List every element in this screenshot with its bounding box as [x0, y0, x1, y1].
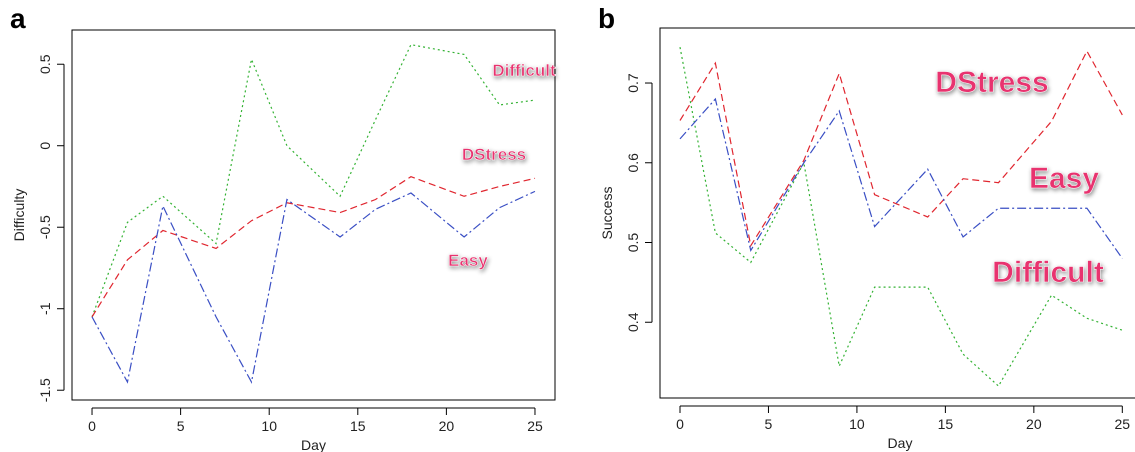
y-tick-label: 0.5 — [37, 54, 53, 74]
y-tick-label: -0.5 — [37, 215, 53, 239]
annotation: Difficult — [492, 61, 556, 80]
x-tick-label: 5 — [765, 416, 773, 432]
series-line — [679, 47, 1123, 387]
x-axis-label: Day — [888, 435, 913, 451]
x-tick-label: 5 — [177, 418, 185, 434]
panel-label: b — [598, 3, 615, 34]
annotation: Easy — [1029, 162, 1099, 195]
y-tick-label: -1.5 — [37, 378, 53, 402]
y-tick-label: 0.5 — [625, 233, 641, 253]
series-line — [91, 190, 536, 384]
y-tick-label: 0.6 — [625, 153, 641, 173]
x-axis-label: Day — [301, 437, 326, 452]
series-line — [679, 97, 1123, 259]
y-tick-label: 0.7 — [625, 73, 641, 93]
panel-label: a — [10, 3, 26, 34]
x-tick-label: 0 — [676, 416, 684, 432]
plot-frame — [659, 27, 1135, 399]
x-tick-label: 15 — [350, 418, 366, 434]
x-tick-label: 10 — [261, 418, 277, 434]
plot-frame — [71, 29, 556, 401]
y-axis-label: Difficulty — [11, 189, 27, 242]
y-tick-label: 0.4 — [625, 312, 641, 332]
x-tick-label: 10 — [849, 416, 865, 432]
annotation: DStress — [935, 66, 1048, 99]
series-line — [679, 49, 1123, 248]
x-tick-label: 0 — [88, 418, 96, 434]
x-tick-label: 20 — [439, 418, 455, 434]
y-axis-label: Success — [599, 187, 615, 240]
x-tick-label: 15 — [938, 416, 954, 432]
series-line — [91, 43, 536, 318]
x-tick-label: 25 — [1115, 416, 1131, 432]
y-tick-label: -1 — [37, 302, 53, 315]
x-tick-label: 20 — [1026, 416, 1042, 432]
x-tick-label: 25 — [527, 418, 543, 434]
annotation: Difficult — [992, 256, 1104, 289]
series-line — [91, 176, 536, 318]
y-tick-label: 0 — [37, 142, 53, 150]
annotation: Easy — [448, 251, 488, 270]
annotation: DStress — [462, 145, 526, 164]
